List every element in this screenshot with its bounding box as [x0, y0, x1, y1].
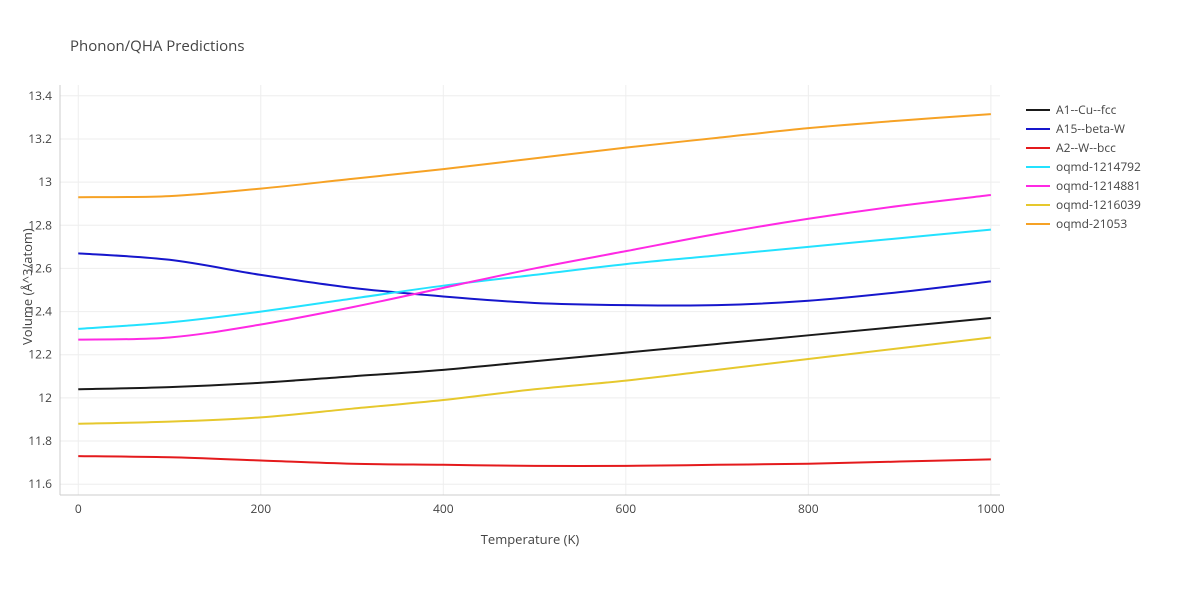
- legend-item[interactable]: A2--W--bcc: [1026, 138, 1141, 157]
- legend-label: A15--beta-W: [1056, 120, 1125, 137]
- series-A2--W--bcc[interactable]: [78, 456, 991, 466]
- chart-container: Phonon/QHA Predictions 02004006008001000…: [0, 0, 1200, 600]
- series-oqmd-1216039[interactable]: [78, 337, 991, 423]
- legend-item[interactable]: oqmd-1214792: [1026, 157, 1141, 176]
- legend-swatch: [1026, 185, 1050, 187]
- x-tick-label: 0: [75, 500, 82, 517]
- x-axis-label: Temperature (K): [60, 530, 1000, 548]
- plot-svg: 0200400600800100011.611.81212.212.412.61…: [0, 0, 1200, 600]
- y-tick-label: 12.2: [28, 346, 52, 363]
- legend-swatch: [1026, 128, 1050, 130]
- series-oqmd-1214792[interactable]: [78, 230, 991, 329]
- legend-swatch: [1026, 109, 1050, 111]
- legend-label: A2--W--bcc: [1056, 139, 1116, 156]
- y-tick-label: 12: [38, 389, 52, 406]
- legend-label: oqmd-1216039: [1056, 196, 1141, 213]
- x-tick-label: 1000: [977, 500, 1005, 517]
- legend-item[interactable]: A15--beta-W: [1026, 119, 1141, 138]
- legend-label: oqmd-21053: [1056, 215, 1127, 232]
- legend-item[interactable]: oqmd-21053: [1026, 214, 1141, 233]
- x-tick-label: 800: [798, 500, 819, 517]
- y-tick-label: 13: [38, 173, 52, 190]
- legend-item[interactable]: A1--Cu--fcc: [1026, 100, 1141, 119]
- series-A15--beta-W[interactable]: [78, 253, 991, 305]
- legend-swatch: [1026, 223, 1050, 225]
- x-tick-label: 600: [616, 500, 637, 517]
- legend-label: oqmd-1214881: [1056, 177, 1141, 194]
- y-axis-label: Volume (Å^3/atom): [18, 228, 36, 345]
- legend-swatch: [1026, 147, 1050, 149]
- legend-label: oqmd-1214792: [1056, 158, 1141, 175]
- legend-item[interactable]: oqmd-1214881: [1026, 176, 1141, 195]
- y-tick-label: 13.4: [28, 87, 52, 104]
- y-tick-label: 13.2: [28, 130, 52, 147]
- x-tick-label: 200: [250, 500, 271, 517]
- x-tick-label: 400: [433, 500, 454, 517]
- series-oqmd-21053[interactable]: [78, 114, 991, 197]
- legend-item[interactable]: oqmd-1216039: [1026, 195, 1141, 214]
- legend-label: A1--Cu--fcc: [1056, 101, 1116, 118]
- legend: A1--Cu--fcc A15--beta-W A2--W--bcc oqmd-121…: [1026, 100, 1141, 233]
- y-tick-label: 11.8: [28, 432, 52, 449]
- legend-swatch: [1026, 166, 1050, 168]
- y-tick-label: 11.6: [28, 475, 52, 492]
- legend-swatch: [1026, 204, 1050, 206]
